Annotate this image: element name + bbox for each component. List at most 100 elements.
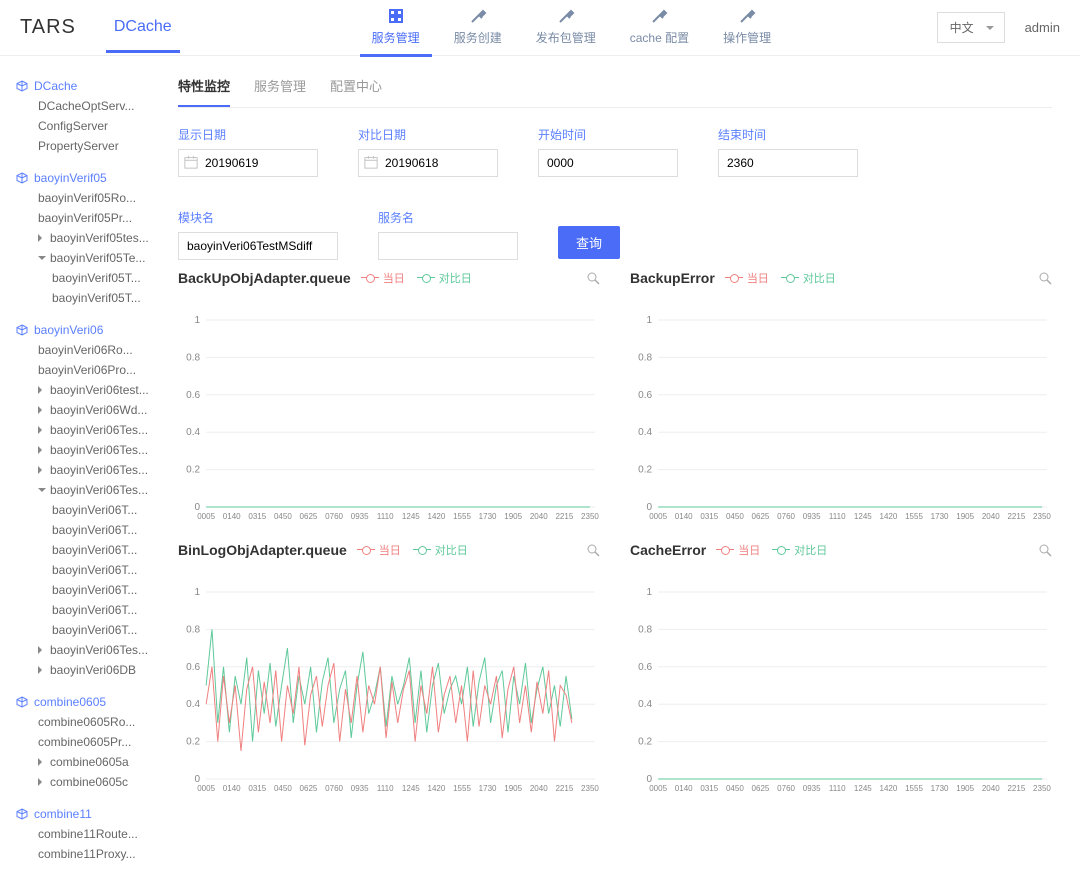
svg-text:1245: 1245 xyxy=(402,784,420,793)
tree-node[interactable]: ConfigServer xyxy=(16,116,150,136)
legend-compare: 对比日 xyxy=(435,542,468,558)
tree-node[interactable]: baoyinVeri06Pro... xyxy=(16,360,150,380)
tree-node[interactable]: baoyinVeri06T... xyxy=(16,580,150,600)
tree-node[interactable]: DCache xyxy=(16,76,150,96)
svg-text:0.6: 0.6 xyxy=(638,662,652,673)
svg-text:2040: 2040 xyxy=(530,512,548,521)
tree-label: baoyinVeri06Wd... xyxy=(50,403,147,417)
tree-node[interactable]: PropertyServer xyxy=(16,136,150,156)
tree-node[interactable]: baoyinVerif05T... xyxy=(16,288,150,308)
chart-body: 00.20.40.60.8100050140031504500625076009… xyxy=(630,564,1052,794)
tree-label: baoyinVerif05T... xyxy=(52,271,141,285)
query-button[interactable]: 查询 xyxy=(558,226,620,259)
top-nav-2[interactable]: 发布包管理 xyxy=(524,0,608,57)
tree-node[interactable]: baoyinVerif05 xyxy=(16,168,150,188)
tree-node[interactable]: combine11Route... xyxy=(16,824,150,844)
svg-text:0.8: 0.8 xyxy=(638,624,652,635)
svg-text:0005: 0005 xyxy=(197,784,215,793)
end-time-input[interactable] xyxy=(718,149,858,177)
nav-icon xyxy=(557,7,575,25)
tree-label: baoyinVeri06Tes... xyxy=(50,463,148,477)
tree-node[interactable]: baoyinVeri06T... xyxy=(16,540,150,560)
svg-text:1555: 1555 xyxy=(453,512,471,521)
tree-node[interactable]: baoyinVerif05Te... xyxy=(16,248,150,268)
legend-today: 当日 xyxy=(383,270,405,286)
tree-node[interactable]: baoyinVeri06T... xyxy=(16,520,150,540)
tree-node[interactable]: baoyinVeri06Wd... xyxy=(16,400,150,420)
tree-node[interactable]: baoyinVeri06T... xyxy=(16,600,150,620)
tree-node[interactable]: baoyinVeri06Tes... xyxy=(16,480,150,500)
tree-node[interactable]: baoyinVeri06 xyxy=(16,320,150,340)
legend-mark-icon xyxy=(361,274,379,282)
top-nav-4[interactable]: 操作管理 xyxy=(711,0,783,57)
legend-mark-icon xyxy=(417,274,435,282)
tree-label: combine0605Pr... xyxy=(38,735,131,749)
svg-text:0140: 0140 xyxy=(223,512,241,521)
chart-title: BackUpObjAdapter.queue xyxy=(178,270,351,286)
tree-node[interactable]: baoyinVeri06DB xyxy=(16,660,150,680)
nav-icon xyxy=(650,7,668,25)
legend-mark-icon xyxy=(413,546,431,554)
svg-text:0935: 0935 xyxy=(803,784,821,793)
svg-text:1905: 1905 xyxy=(504,784,522,793)
tree-node[interactable]: baoyinVerif05tes... xyxy=(16,228,150,248)
tab-1[interactable]: 服务管理 xyxy=(254,76,306,107)
tree-node[interactable]: combine0605 xyxy=(16,692,150,712)
chart-body: 00.20.40.60.8100050140031504500625076009… xyxy=(178,564,600,794)
display-date-input[interactable] xyxy=(178,149,318,177)
tree-node[interactable]: combine11 xyxy=(16,804,150,824)
top-nav-1[interactable]: 服务创建 xyxy=(442,0,514,57)
zoom-icon[interactable] xyxy=(1038,543,1052,557)
chart-1: BackupError当日对比日00.20.40.60.810005014003… xyxy=(630,270,1052,522)
tree-node[interactable]: baoyinVeri06T... xyxy=(16,500,150,520)
tree-node[interactable]: baoyinVerif05Pr... xyxy=(16,208,150,228)
svg-text:1110: 1110 xyxy=(377,784,394,793)
tree-node[interactable]: baoyinVerif05Ro... xyxy=(16,188,150,208)
svg-text:1905: 1905 xyxy=(504,512,522,521)
zoom-icon[interactable] xyxy=(1038,271,1052,285)
tree-node[interactable]: baoyinVeri06Ro... xyxy=(16,340,150,360)
start-time-input[interactable] xyxy=(538,149,678,177)
tree-node[interactable]: baoyinVeri06Tes... xyxy=(16,640,150,660)
top-nav-3[interactable]: cache 配置 xyxy=(618,0,701,57)
tab-2[interactable]: 配置中心 xyxy=(330,76,382,107)
tree-node[interactable]: baoyinVeri06test... xyxy=(16,380,150,400)
tree-node[interactable]: combine0605Pr... xyxy=(16,732,150,752)
svg-text:1: 1 xyxy=(195,315,201,326)
top-nav-0[interactable]: 服务管理 xyxy=(360,0,432,57)
service-input[interactable] xyxy=(378,232,518,260)
nav-icon xyxy=(387,7,405,25)
charts-grid: BackUpObjAdapter.queue当日对比日00.20.40.60.8… xyxy=(178,270,1052,794)
tree-node[interactable]: combine0605Ro... xyxy=(16,712,150,732)
module-input[interactable] xyxy=(178,232,338,260)
svg-text:0.2: 0.2 xyxy=(638,737,652,748)
legend-mark-icon xyxy=(357,546,375,554)
svg-text:2040: 2040 xyxy=(982,512,1000,521)
tree-node[interactable]: baoyinVeri06Tes... xyxy=(16,440,150,460)
user-label[interactable]: admin xyxy=(1025,20,1060,35)
app-name[interactable]: DCache xyxy=(106,2,180,53)
tree-node[interactable]: baoyinVeri06T... xyxy=(16,620,150,640)
tree-node[interactable]: combine0605c xyxy=(16,772,150,792)
svg-text:0.2: 0.2 xyxy=(638,465,652,476)
tree-node[interactable]: combine11Proxy... xyxy=(16,844,150,864)
tree-node[interactable]: combine0605a xyxy=(16,752,150,772)
tree-node[interactable]: baoyinVerif05T... xyxy=(16,268,150,288)
svg-text:0760: 0760 xyxy=(777,784,795,793)
zoom-icon[interactable] xyxy=(586,271,600,285)
tree-node[interactable]: baoyinVeri06Tes... xyxy=(16,420,150,440)
svg-text:0.4: 0.4 xyxy=(638,427,652,438)
tree-label: DCacheOptServ... xyxy=(38,99,134,113)
svg-text:0.2: 0.2 xyxy=(186,737,200,748)
zoom-icon[interactable] xyxy=(586,543,600,557)
language-select[interactable]: 中文 xyxy=(937,12,1005,43)
tree-node[interactable]: DCacheOptServ... xyxy=(16,96,150,116)
tree-node[interactable]: baoyinVeri06Tes... xyxy=(16,460,150,480)
tree-node[interactable]: baoyinVeri06T... xyxy=(16,560,150,580)
compare-date-input[interactable] xyxy=(358,149,498,177)
tab-0[interactable]: 特性监控 xyxy=(178,76,230,107)
svg-text:1555: 1555 xyxy=(905,784,923,793)
caret-icon xyxy=(38,426,46,434)
legend-today: 当日 xyxy=(747,270,769,286)
svg-text:0.4: 0.4 xyxy=(186,699,200,710)
